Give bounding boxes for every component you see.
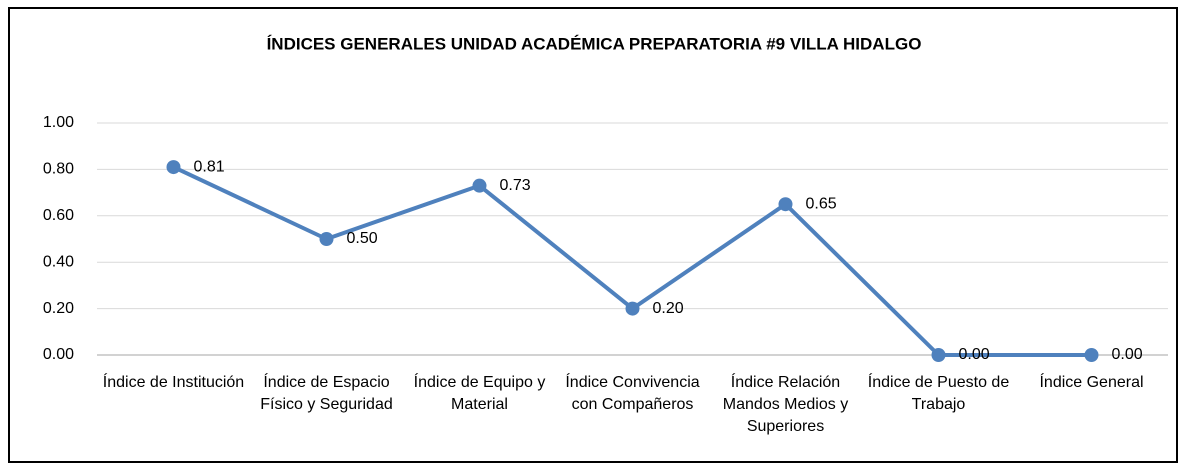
y-tick-label: 0.60 <box>43 207 74 224</box>
marker <box>625 301 640 316</box>
chart-frame <box>8 7 1178 463</box>
x-tick-label: Índice de Espacio Físico y Seguridad <box>260 374 393 413</box>
data-label: 0.73 <box>500 177 531 194</box>
y-tick-label: 0.40 <box>43 253 74 270</box>
y-tick-label: 0.20 <box>43 300 74 317</box>
x-tick-label: Índice de Institución <box>102 374 245 391</box>
x-tick-label: Índice Convivencia con Compañeros <box>565 374 700 413</box>
marker <box>1084 348 1099 362</box>
y-tick-label: 0.80 <box>43 161 74 178</box>
marker <box>472 178 487 193</box>
data-label: 0.65 <box>806 195 837 212</box>
chart-title: ÍNDICES GENERALES UNIDAD ACADÉMICA PREPA… <box>267 34 922 53</box>
marker <box>931 348 946 362</box>
data-label: 0.00 <box>959 346 990 363</box>
y-tick-label: 1.00 <box>43 114 74 131</box>
data-label: 0.00 <box>1112 346 1143 363</box>
data-label: 0.20 <box>653 300 684 317</box>
x-tick-label: Índice de Puesto de Trabajo <box>867 374 1010 413</box>
y-tick-label: 0.00 <box>43 346 74 363</box>
marker <box>778 197 793 212</box>
data-label: 0.50 <box>347 230 378 247</box>
x-tick-label: Índice de Equipo y Material <box>413 374 546 413</box>
x-tick-label: Índice Relación Mandos Medios y Superior… <box>722 374 849 435</box>
marker <box>319 232 334 246</box>
marker <box>166 160 181 175</box>
x-tick-label: Índice General <box>1039 374 1144 391</box>
data-label: 0.81 <box>194 158 225 175</box>
